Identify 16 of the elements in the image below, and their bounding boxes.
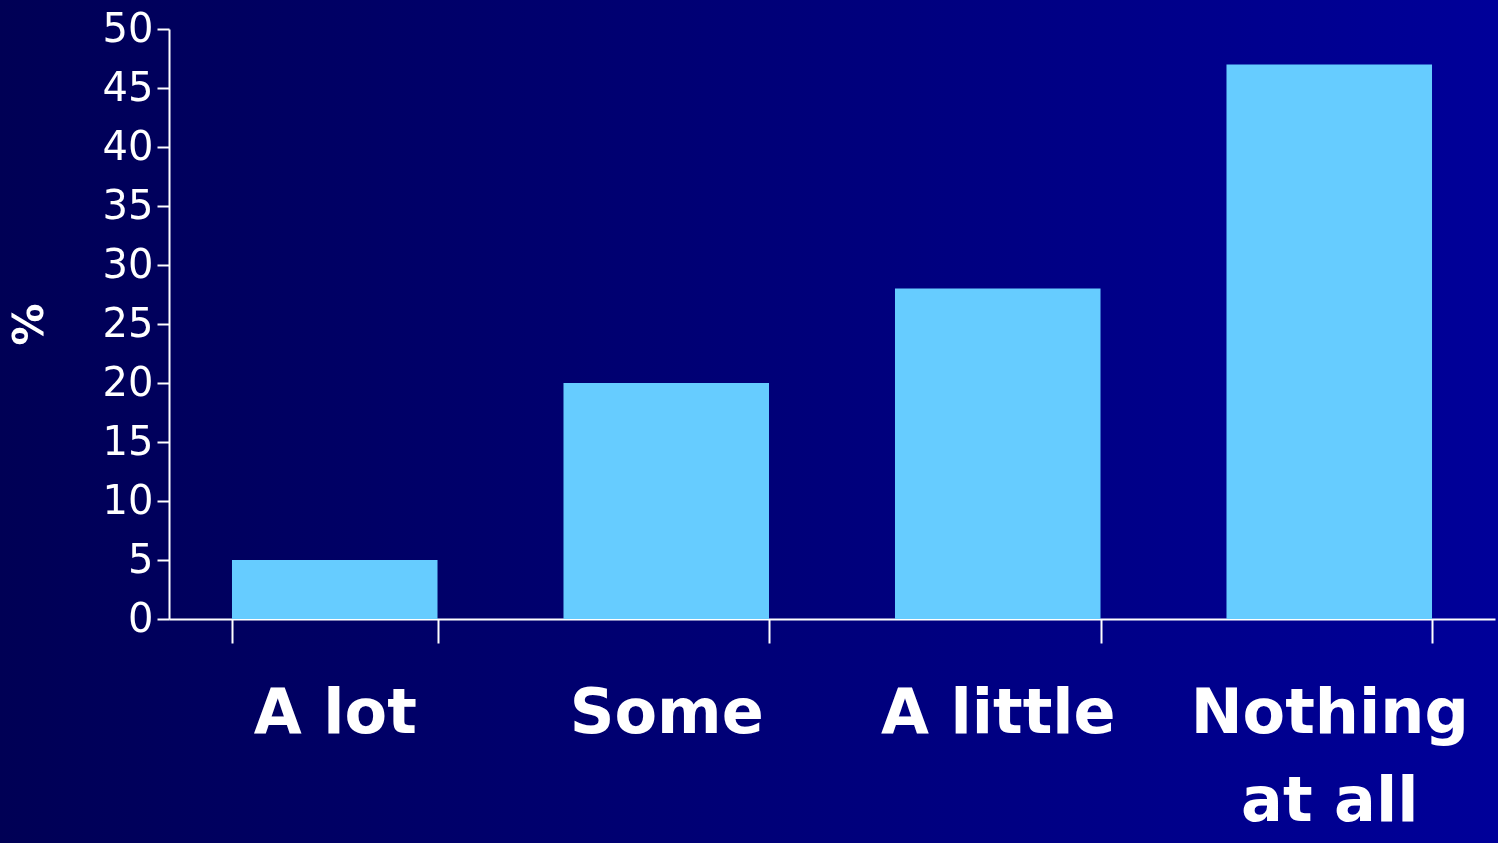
y-tick-label: 35 xyxy=(102,181,154,228)
y-tick-label: 0 xyxy=(128,594,154,641)
y-tick-label: 30 xyxy=(102,240,154,287)
x-tick-label: A little xyxy=(880,674,1116,748)
y-tick-label: 25 xyxy=(102,299,154,346)
y-tick-label: 45 xyxy=(102,63,154,110)
y-tick-label: 15 xyxy=(102,417,154,464)
y-tick-label: 40 xyxy=(102,122,154,169)
y-tick-label: 10 xyxy=(102,476,154,523)
y-tick-label: 20 xyxy=(102,358,154,405)
x-tick-label: Nothing at all xyxy=(1190,674,1469,836)
y-axis-title: % xyxy=(3,303,53,346)
x-tick-label: Some xyxy=(569,674,764,748)
y-tick-label: 5 xyxy=(128,535,154,582)
y-tick-label: 50 xyxy=(102,4,154,51)
x-tick-label: A lot xyxy=(253,674,417,748)
